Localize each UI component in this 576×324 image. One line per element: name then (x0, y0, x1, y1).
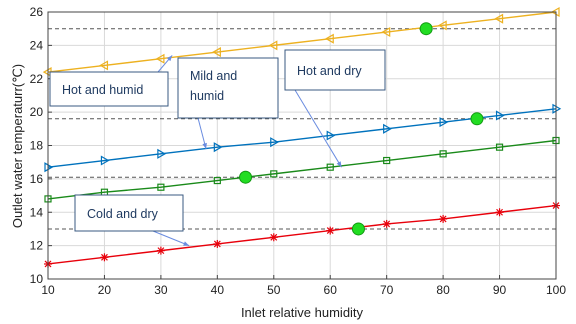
data-point (326, 130, 336, 141)
data-point (100, 155, 110, 166)
x-tick-label: 100 (546, 283, 566, 297)
series-line (47, 204, 557, 265)
y-tick-label: 22 (30, 72, 44, 86)
data-point (495, 208, 504, 217)
callout-box (49, 71, 169, 107)
y-tick-label: 24 (30, 38, 44, 52)
y-tick-label: 18 (30, 139, 44, 153)
data-point (383, 123, 392, 134)
series-2 (44, 136, 560, 203)
data-point (269, 233, 278, 242)
data-point (213, 176, 221, 185)
x-axis-title: Inlet relative humidity (241, 305, 364, 320)
x-tick-label: 40 (211, 283, 225, 297)
y-tick-label: 20 (30, 105, 44, 119)
highlight-point (351, 222, 365, 236)
x-tick-label: 80 (436, 283, 450, 297)
x-tick-label: 70 (380, 283, 394, 297)
data-point (157, 183, 165, 191)
data-point (326, 226, 335, 235)
callout-arrowhead (183, 241, 190, 246)
series-line (47, 139, 557, 200)
x-tick-label: 10 (41, 283, 55, 297)
x-tick-label: 20 (98, 283, 112, 297)
data-point (155, 53, 165, 64)
data-point (270, 137, 279, 148)
highlight-point (419, 22, 433, 36)
y-tick-label: 26 (30, 5, 44, 19)
callout-box (284, 49, 386, 91)
data-point (439, 214, 448, 223)
y-tick-label: 10 (30, 272, 44, 286)
x-tick-label: 50 (267, 283, 281, 297)
data-point (381, 26, 391, 38)
y-tick-labels: 10 12 14 16 18 20 22 24 26 (30, 5, 44, 286)
callout-1: Mild and humid (177, 57, 279, 149)
callout-arrow (294, 89, 342, 168)
callout-2: Hot and dry (284, 49, 386, 168)
data-point (439, 150, 447, 158)
callout-label: Hot and dry (297, 64, 362, 78)
data-point (495, 143, 504, 151)
y-tick-label: 14 (30, 205, 44, 219)
y-tick-label: 12 (30, 239, 44, 253)
data-point (382, 219, 391, 228)
callout-arrowhead (166, 55, 173, 62)
callout-arrowhead (336, 161, 342, 168)
data-point (156, 246, 165, 255)
callout-3: Cold and dry (74, 194, 190, 247)
data-point (494, 13, 504, 24)
callout-arrowhead (202, 142, 207, 149)
x-tick-label: 30 (154, 283, 168, 297)
data-point (439, 117, 449, 128)
plot-frame (47, 11, 557, 280)
callout-label: Hot and humid (62, 83, 143, 97)
data-point (270, 170, 278, 178)
highlight-point (470, 112, 484, 126)
data-point (326, 163, 334, 171)
data-point (100, 253, 109, 262)
data-point (212, 47, 221, 58)
callout-label: Cold and dry (87, 207, 159, 221)
callout-label: Mild and humid (190, 69, 237, 103)
callout-box (177, 57, 279, 119)
callout-0: Hot and humid (49, 55, 173, 107)
highlight-point (239, 170, 253, 184)
data-point (383, 156, 391, 165)
highlight-points (239, 22, 484, 236)
callout-arrow (152, 230, 190, 247)
annotations: Hot and humid Mild and humid Hot and dry Col… (49, 49, 386, 247)
data-point (437, 20, 447, 31)
callout-box (74, 194, 184, 232)
x-tick-label: 60 (324, 283, 338, 297)
data-point (213, 142, 223, 153)
data-point (157, 148, 167, 159)
y-tick-label: 16 (30, 172, 44, 186)
x-tick-label: 90 (493, 283, 507, 297)
data-point (325, 33, 334, 44)
series-line (47, 11, 557, 73)
y-axis-title: Outlet water temperaturr(℃) (10, 64, 25, 228)
data-point (268, 40, 278, 51)
data-point (495, 110, 505, 121)
data-point (213, 239, 222, 248)
x-tick-labels: 10 20 30 40 50 60 70 80 90 100 (41, 283, 566, 297)
data-point (99, 60, 109, 71)
